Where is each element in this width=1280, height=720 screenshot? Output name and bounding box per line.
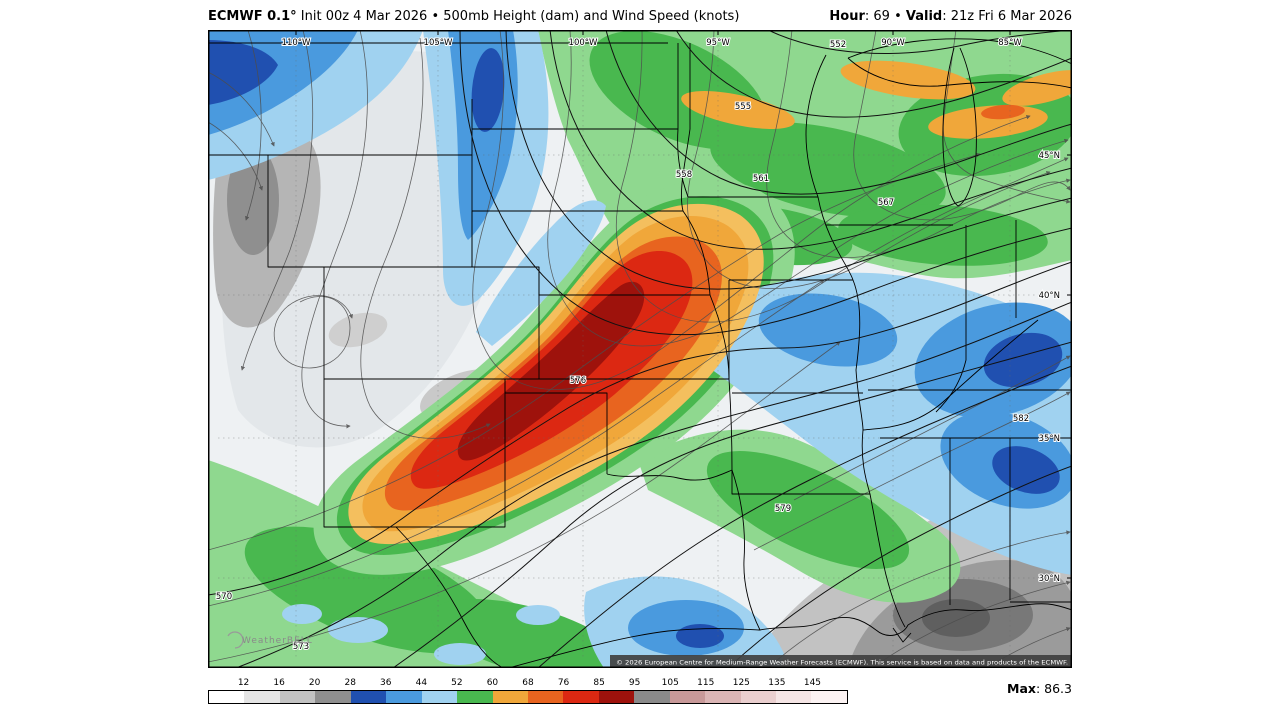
legend-color-segment: [740, 691, 776, 703]
legend-tick-label: 12: [237, 678, 250, 688]
legend-tick-label: 16: [273, 678, 285, 688]
legend-bar: [208, 690, 848, 704]
legend-color-segment: [421, 691, 458, 703]
contour-label: 582: [1013, 414, 1029, 424]
chart-title: ECMWF 0.1° Init 00z 4 Mar 2026 • 500mb H…: [208, 9, 739, 24]
watermark-text: WeatherBELL: [242, 636, 313, 646]
contour-label: 555: [735, 102, 751, 112]
contour-label: 567: [878, 198, 894, 208]
lon-label: 105°W: [424, 38, 453, 48]
height-contours-layer: [208, 30, 1072, 668]
max-sep: :: [1035, 681, 1045, 696]
legend-color-segment: [563, 691, 599, 703]
legend-tick-label: 36: [380, 678, 392, 688]
graticule-labels: 110°W 105°W 100°W 95°W 90°W 85°W 45°N 40…: [281, 37, 1061, 585]
legend-tick-label: 95: [628, 678, 641, 688]
chart-subtitle: Init 00z 4 Mar 2026 • 500mb Height (dam)…: [296, 9, 740, 24]
lon-label: 85°W: [998, 38, 1022, 48]
lat-label: 45°N: [1039, 151, 1060, 161]
legend-tick-label: 135: [768, 678, 786, 688]
streamlines-layer: [208, 30, 1071, 668]
legend-color-segment: [705, 691, 741, 703]
legend-color-segment: [315, 691, 351, 703]
lon-label: 90°W: [881, 38, 905, 48]
legend-tick-label: 145: [803, 678, 822, 688]
contour-label: 570: [216, 592, 232, 602]
map-area: 552 555 558 561 567 570 573 576 579 582 …: [208, 30, 1072, 668]
legend-color-segment: [492, 691, 528, 703]
legend-tick-label: 60: [486, 678, 499, 688]
legend-color-segment: [634, 691, 670, 703]
lon-label: 100°W: [569, 38, 598, 48]
lat-label: 30°N: [1039, 574, 1060, 584]
legend-tick-label: 105: [661, 678, 679, 688]
max-label: Max: [1007, 681, 1036, 696]
lat-label: 40°N: [1039, 291, 1060, 301]
legend-tick-label: 125: [732, 678, 750, 688]
chart-header: ECMWF 0.1° Init 00z 4 Mar 2026 • 500mb H…: [208, 9, 1072, 24]
hour-sep: :: [864, 9, 874, 24]
copyright-background: [610, 655, 1072, 668]
legend-color-segment: [279, 691, 316, 703]
legend-tick-label: 20: [308, 678, 321, 688]
mid-sep: •: [889, 9, 906, 24]
weather-map-svg: 552 555 558 561 567 570 573 576 579 582 …: [208, 30, 1072, 668]
wind-speed-fill-layer: [208, 30, 1072, 668]
contour-label: 576: [570, 376, 586, 386]
valid-sep: :: [942, 9, 951, 24]
valid-label: Valid: [905, 9, 943, 24]
legend-tick-label: 28: [344, 678, 356, 688]
lat-label: 35°N: [1039, 434, 1060, 444]
legend-color-segment: [350, 691, 387, 703]
legend-color-segment: [776, 691, 812, 703]
valid-value: 21z Fri 6 Mar 2026: [950, 9, 1072, 24]
contour-label: 552: [830, 40, 846, 50]
legend-ticks: 12 16 20 28 36 44 52 60 68 76 85 95 105 115 125 135 145: [208, 678, 848, 689]
lon-label: 95°W: [706, 38, 730, 48]
legend-tick-label: 85: [593, 678, 605, 688]
legend-color-segment: [598, 691, 635, 703]
legend-color-segment: [386, 691, 422, 703]
weatherbell-watermark: WeatherBELL: [227, 631, 313, 649]
legend-color-segment: [209, 691, 245, 703]
copyright-strip: © 2026 European Centre for Medium-Range …: [610, 655, 1072, 668]
model-name: ECMWF 0.1°: [208, 9, 297, 24]
lon-label: 110°W: [282, 38, 311, 48]
legend-color-segment: [811, 691, 847, 703]
legend-color-segment: [669, 691, 706, 703]
valid-time-info: Hour: 69 • Valid: 21z Fri 6 Mar 2026: [829, 9, 1072, 24]
legend-tick-label: 76: [557, 678, 570, 688]
legend-color-segment: [527, 691, 564, 703]
hour-value: 69: [873, 9, 890, 24]
legend-tick-label: 68: [522, 678, 534, 688]
legend-color-segment: [244, 691, 280, 703]
legend-color-segment: [457, 691, 493, 703]
weatherbell-logo-icon: [227, 631, 244, 649]
copyright-text: © 2026 European Centre for Medium-Range …: [616, 659, 1068, 667]
contour-label: 561: [753, 174, 769, 184]
contour-label: 579: [775, 504, 791, 514]
map-frame: [208, 30, 1072, 668]
legend-tick-label: 44: [415, 678, 428, 688]
state-borders-layer: [208, 38, 1072, 668]
max-value: 86.3: [1044, 681, 1072, 696]
legend-tick-label: 52: [451, 678, 463, 688]
contour-labels: 552 555 558 561 567 570 573 576 579 582: [215, 39, 1030, 653]
legend-tick-label: 115: [697, 678, 715, 688]
contour-label: 573: [293, 642, 309, 652]
hour-label: Hour: [829, 9, 865, 24]
contour-label: 558: [676, 170, 692, 180]
max-value-readout: Max: 86.3: [1007, 681, 1072, 696]
